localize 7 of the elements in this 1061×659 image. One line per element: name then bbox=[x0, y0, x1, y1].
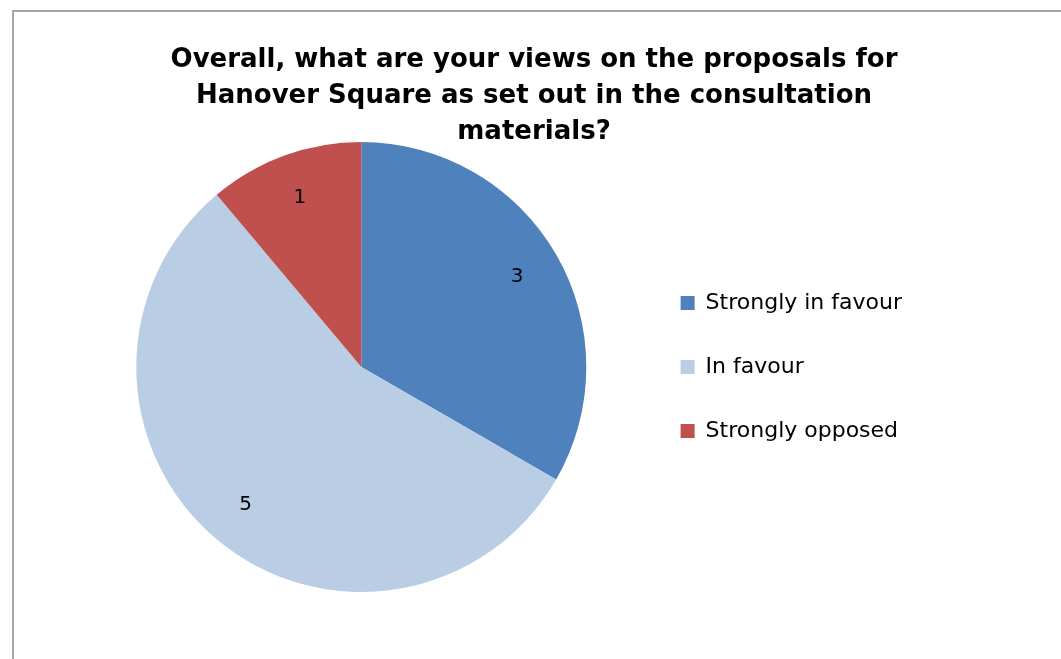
data-label: 5 bbox=[239, 491, 252, 516]
chart-title: Overall, what are your views on the proposals for Hanover Square as set out in the consultation materials? bbox=[169, 42, 899, 147]
legend-label: In favour bbox=[705, 352, 805, 378]
data-label: 3 bbox=[510, 263, 524, 288]
data-label: 1 bbox=[293, 184, 307, 209]
legend-label: Strongly in favour bbox=[705, 288, 903, 314]
legend-label: Strongly opposed bbox=[705, 416, 899, 442]
